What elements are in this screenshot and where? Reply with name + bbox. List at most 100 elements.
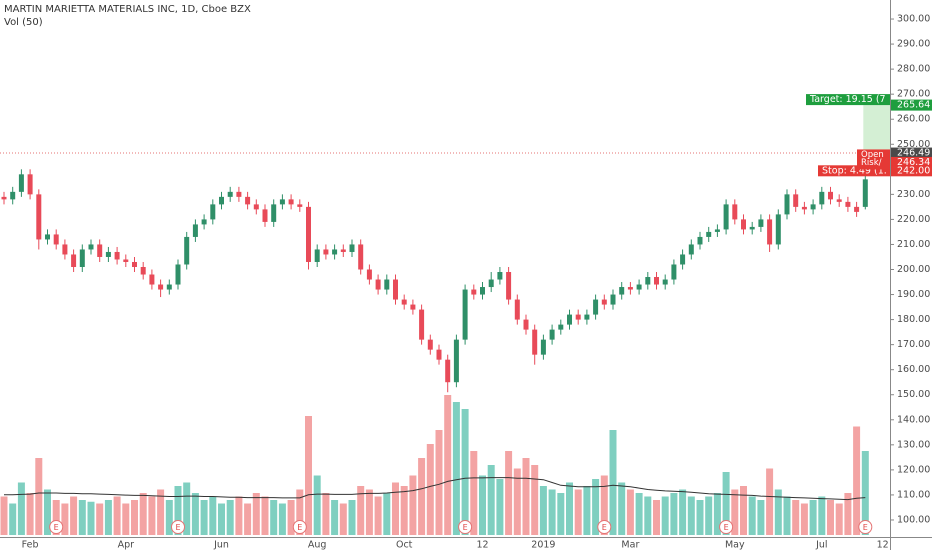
- y-tick-label: 110.00: [897, 489, 930, 500]
- volume-bar: [200, 500, 208, 535]
- volume-bar: [531, 465, 539, 535]
- volume-bar: [557, 493, 565, 535]
- volume-bar: [740, 486, 747, 535]
- candle-body: [410, 304, 416, 310]
- y-tick-label: 270.00: [897, 89, 930, 100]
- volume-bar: [252, 493, 260, 535]
- candle-body: [558, 324, 564, 330]
- candle-body: [27, 174, 33, 195]
- y-tick-label: 280.00: [897, 64, 930, 75]
- volume-bar: [653, 500, 660, 535]
- candle-body: [662, 279, 668, 285]
- volume-ma-line: [4, 477, 866, 501]
- earnings-marker: [719, 520, 734, 534]
- candle-body: [297, 204, 303, 207]
- y-tick-label: 200.00: [897, 264, 930, 275]
- x-tick-label: 12: [877, 540, 889, 550]
- stop-label: Stop: 4.49 (1.: [822, 165, 887, 176]
- volume-bar: [400, 486, 408, 535]
- volume-bar: [818, 496, 826, 535]
- volume-bar: [392, 482, 399, 535]
- candle-body: [10, 191, 16, 200]
- x-tick-label: Apr: [118, 540, 135, 550]
- volume-bar: [800, 503, 808, 535]
- y-tick-label: 160.00: [897, 364, 930, 375]
- volume-bar: [679, 489, 687, 535]
- candle-body: [79, 249, 85, 267]
- volume-bar: [670, 493, 678, 535]
- chart-title: MARTIN MARIETTA MATERIALS INC, 1D, Cboe …: [4, 4, 251, 15]
- volume-bar: [487, 465, 495, 535]
- volume-bar: [635, 493, 643, 535]
- earnings-label: E: [602, 523, 607, 532]
- candle-body: [306, 206, 311, 262]
- x-tick-label: Jun: [213, 540, 229, 550]
- candle-body: [288, 199, 294, 205]
- volume-bar: [218, 503, 225, 535]
- volume-bar: [418, 458, 426, 535]
- y-tick-label: 210.00: [897, 239, 930, 250]
- volume-bar: [305, 416, 312, 535]
- candle-body: [45, 234, 50, 240]
- volume-bar: [261, 496, 269, 535]
- earnings-label: E: [724, 523, 729, 532]
- candle-body: [767, 219, 773, 245]
- volume-bar: [618, 482, 626, 535]
- candle-body: [540, 339, 546, 355]
- target-label-box: [806, 94, 890, 106]
- candle-body: [436, 349, 442, 360]
- candle-body: [749, 226, 755, 230]
- earnings-marker: [597, 520, 612, 534]
- volume-bar: [226, 500, 234, 535]
- candle-body: [793, 194, 799, 207]
- target-price-label-box: [891, 99, 932, 111]
- volume-bar: [470, 451, 478, 535]
- candle-body: [775, 214, 781, 245]
- candle-body: [801, 206, 807, 210]
- volume-bar: [479, 475, 486, 535]
- x-tick-label: 12: [476, 540, 488, 550]
- candle-body: [419, 309, 425, 340]
- candle-body: [358, 244, 364, 270]
- candle-body: [862, 179, 868, 207]
- candle-body: [36, 194, 42, 240]
- candle-body: [323, 249, 329, 255]
- volume-bar: [566, 482, 573, 535]
- y-tick-label: 180.00: [897, 314, 930, 325]
- target-price-label: 265.64: [897, 100, 930, 111]
- candle-body: [149, 274, 155, 285]
- candle-body: [619, 287, 625, 295]
- volume-bar: [513, 468, 521, 535]
- candle-body: [132, 261, 137, 267]
- candle-body: [453, 339, 459, 383]
- candle-body: [627, 287, 633, 290]
- earnings-label: E: [175, 523, 180, 532]
- volume-bar: [409, 475, 417, 535]
- candle-body: [53, 234, 59, 245]
- candle-body: [723, 204, 729, 230]
- candle-body: [506, 272, 512, 300]
- volume-bar: [505, 451, 513, 535]
- volume-bar: [104, 500, 112, 535]
- candle-body: [192, 224, 198, 237]
- plot-area: [0, 152, 890, 535]
- candle-body: [349, 244, 355, 252]
- candle-body: [819, 191, 825, 205]
- earnings-marker: [458, 520, 473, 534]
- volume-bar: [157, 489, 165, 535]
- volume-bar: [435, 430, 443, 535]
- volume-bar: [722, 472, 730, 535]
- y-tick-label: 170.00: [897, 339, 930, 350]
- volume-bar: [235, 496, 243, 535]
- volume-bar: [61, 503, 69, 535]
- y-tick-label: 120.00: [897, 464, 930, 475]
- candle-body: [671, 264, 677, 280]
- last-price-label: 246.49: [897, 148, 930, 159]
- volume-bar: [461, 409, 469, 535]
- candle-body: [523, 319, 529, 330]
- candle-body: [271, 204, 277, 222]
- earnings-label: E: [297, 523, 302, 532]
- candle-body: [854, 206, 860, 212]
- y-tick-label: 290.00: [897, 39, 930, 50]
